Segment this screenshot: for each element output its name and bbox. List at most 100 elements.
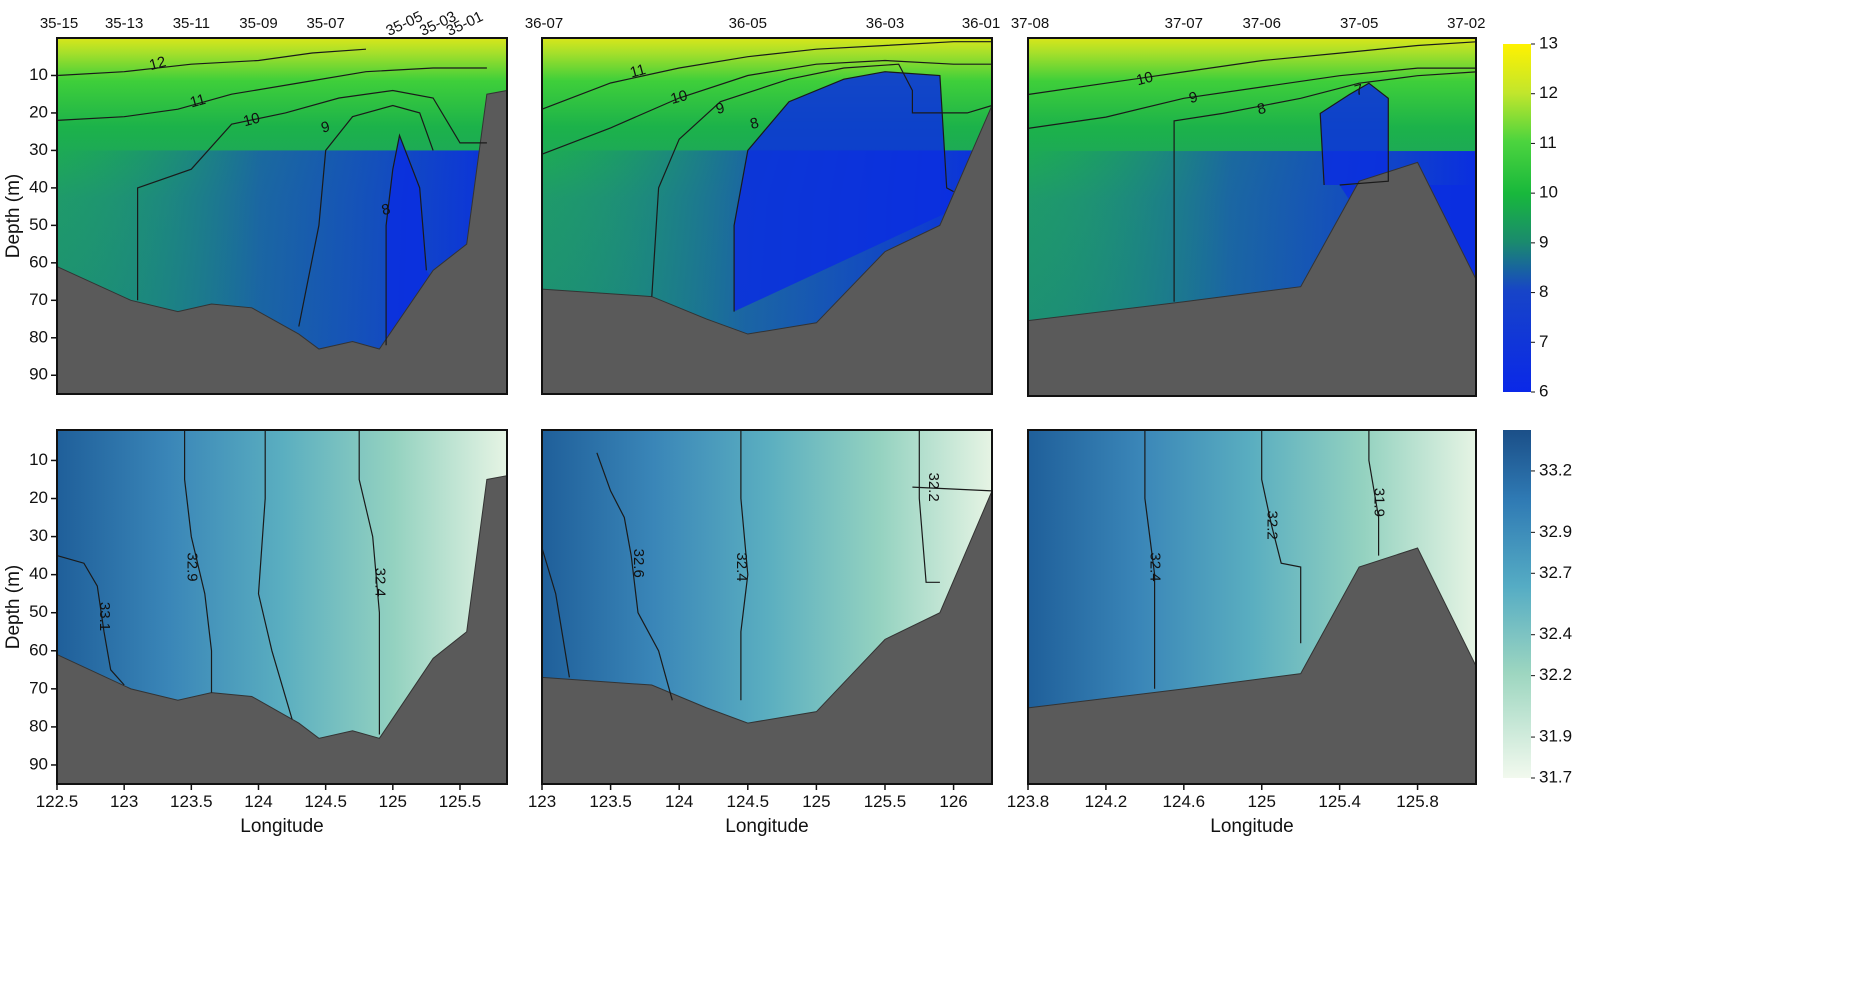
colorbar-label: 6	[1539, 381, 1548, 400]
contour-line	[912, 486, 993, 492]
y-tick-label: 60	[29, 252, 48, 271]
panel-frame	[56, 37, 508, 395]
x-tick-label: 125	[802, 792, 830, 811]
contour-line	[651, 63, 993, 297]
colorbar-label: 31.7	[1539, 767, 1572, 786]
y-tick-label: 40	[29, 564, 48, 583]
x-axis-title: Longitude	[1210, 816, 1293, 837]
contour-line	[56, 555, 125, 686]
contour-line	[1144, 430, 1156, 689]
panel-frame	[1027, 37, 1477, 397]
station-label: 35-13	[105, 15, 143, 32]
contour-label: 10	[669, 87, 690, 108]
y-tick-label: 40	[29, 177, 48, 196]
contour-label: 32.4	[733, 552, 750, 581]
x-tick-label: 124.5	[304, 792, 347, 811]
y-tick-label: 80	[29, 716, 48, 735]
station-label: 35-15	[40, 15, 78, 32]
contour-label: 32.4	[371, 568, 388, 597]
contour-line	[385, 133, 427, 346]
panel-frame	[541, 37, 993, 395]
x-tick-label: 124.2	[1085, 792, 1128, 811]
station-label: 36-03	[866, 15, 904, 32]
contour-line	[1027, 67, 1476, 129]
contour-label: 32.2	[925, 472, 942, 501]
y-tick-label: 70	[29, 290, 48, 309]
y-axis-title: Depth (m)	[3, 174, 24, 258]
x-tick-label: 124.6	[1163, 792, 1206, 811]
y-tick-label: 10	[29, 450, 48, 469]
x-tick-label: 124.5	[727, 792, 770, 811]
contour-line	[1368, 430, 1380, 556]
x-tick-label: 123.5	[589, 792, 632, 811]
colorbar-label: 32.4	[1539, 624, 1572, 643]
station-label: 35-11	[173, 15, 210, 32]
contour-line	[733, 71, 954, 312]
y-tick-label: 50	[29, 602, 48, 621]
salinity-section-37: 32.4 32.2 31.9 123.8 124.2 124.6 125 125.4 125.8…	[1007, 429, 1477, 837]
x-tick-label: 124	[665, 792, 693, 811]
x-tick-label: 123.5	[170, 792, 213, 811]
x-tick-label: 124	[244, 792, 272, 811]
colorbar-label: 9	[1539, 232, 1548, 251]
y-tick-label: 90	[29, 754, 48, 773]
x-tick-label: 126	[939, 792, 967, 811]
x-tick-label: 125.5	[864, 792, 907, 811]
y-tick-label: 20	[29, 488, 48, 507]
x-tick-label: 125	[1248, 792, 1276, 811]
colorbar-label: 8	[1539, 282, 1548, 301]
contour-label: 10	[1134, 69, 1155, 90]
x-axis-title: Longitude	[725, 816, 808, 837]
contour-label: 11	[628, 61, 647, 81]
colorbar-bar	[1503, 44, 1531, 392]
x-axis-title: Longitude	[240, 816, 323, 837]
colorbar-label: 10	[1539, 183, 1558, 202]
y-tick-label: 70	[29, 678, 48, 697]
station-label: 36-01	[962, 15, 1000, 32]
station-label: 37-07	[1165, 15, 1203, 32]
salinity-colorbar: 33.2 32.9 32.7 32.4 32.2 31.9 31.7	[1503, 430, 1572, 786]
contour-label: 10	[241, 110, 262, 131]
station-label: 37-02	[1447, 15, 1485, 32]
colorbar-label: 12	[1539, 83, 1558, 102]
station-label: 35-09	[239, 15, 277, 32]
y-tick-label: 30	[29, 140, 48, 159]
contour-line	[1261, 430, 1302, 644]
colorbar-label: 13	[1539, 33, 1558, 52]
contour-line	[918, 430, 940, 583]
contour-line	[596, 452, 673, 701]
contour-line	[541, 59, 992, 155]
contour-label: 32.6	[630, 549, 647, 578]
contour-line	[56, 67, 487, 121]
temperature-colorbar: 13 12 11 10 9 8 7 6	[1503, 33, 1558, 400]
contour-label: 33.1	[96, 602, 113, 631]
cold-core	[734, 71, 992, 394]
y-tick-label: 80	[29, 327, 48, 346]
colorbar-label: 33.2	[1539, 460, 1572, 479]
panel-frame	[1027, 429, 1477, 785]
y-tick-label: 20	[29, 102, 48, 121]
colorbar-label: 7	[1539, 332, 1548, 351]
salinity-section-35: 33.1 32.9 32.4 10 20 30 40 50 60 70 80 90 Depth (m) 1…	[3, 429, 508, 837]
colorbar-label: 32.2	[1539, 665, 1572, 684]
colorbar-label: 32.9	[1539, 522, 1572, 541]
x-tick-label: 122.5	[36, 792, 79, 811]
station-label: 35-07	[306, 15, 344, 32]
station-label: 37-06	[1243, 15, 1281, 32]
contour-line	[358, 430, 380, 735]
panel-frame	[56, 429, 508, 785]
contour-line	[740, 430, 749, 701]
x-tick-label: 123	[528, 792, 556, 811]
contour-label: 12	[147, 53, 168, 74]
station-label: 36-07	[525, 15, 563, 32]
contour-line	[1027, 41, 1477, 96]
colorbar-label: 32.7	[1539, 563, 1572, 582]
contour-label: 31.9	[1371, 488, 1388, 517]
x-tick-label: 125	[379, 792, 407, 811]
contour-line	[56, 48, 367, 77]
colorbar-label: 31.9	[1539, 727, 1572, 746]
